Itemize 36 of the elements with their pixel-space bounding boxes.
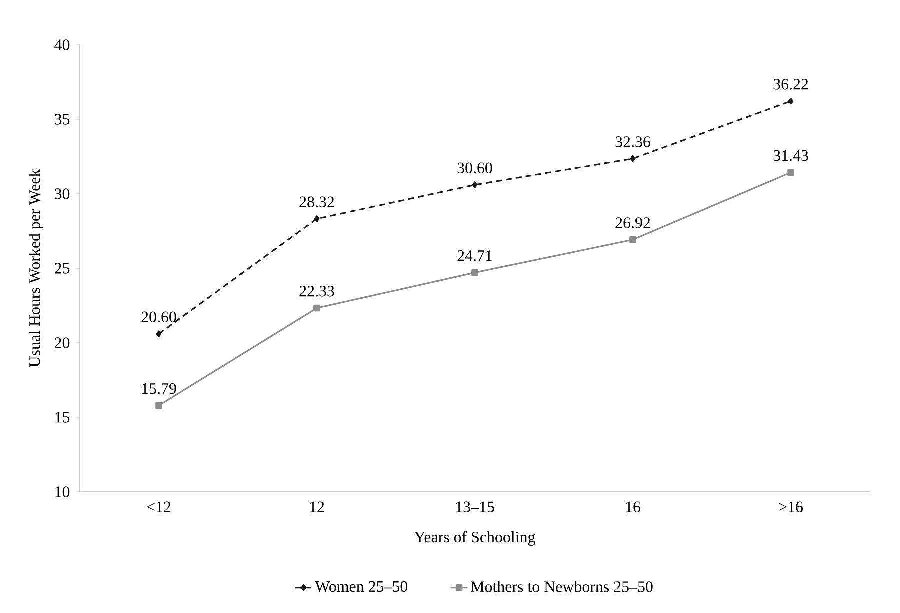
y-tick-label: 20 (55, 338, 70, 348)
data-label: 26.92 (616, 218, 650, 228)
point (472, 269, 478, 276)
data-label: 30.60 (458, 162, 492, 174)
y-tick-label: 40 (54, 40, 70, 50)
x-tick-label: <12 (147, 502, 171, 512)
legend-label: Mothers to Newborns 25–50 (471, 581, 653, 592)
data-label: 20.60 (142, 312, 176, 323)
data-label: 15.79 (142, 383, 176, 394)
x-axis-title: Years of Schooling (414, 531, 536, 546)
point (156, 402, 162, 410)
data-label: 31.43 (774, 150, 808, 162)
x-tick-label: 13–15 (456, 502, 494, 512)
point (472, 182, 478, 188)
x-tick-label: >16 (779, 502, 804, 512)
y-tick-label: 30 (55, 188, 70, 200)
point (630, 236, 636, 244)
data-label: 32.36 (616, 136, 650, 148)
y-tick-label: 15 (56, 412, 70, 423)
y-axis-title: Usual Hours Worked per Week (29, 169, 44, 368)
point (788, 98, 794, 105)
data-label: 28.32 (300, 196, 334, 208)
point (314, 304, 320, 312)
data-label: 22.33 (300, 286, 334, 297)
point (630, 155, 636, 162)
legend-label: Women 25–50 (315, 581, 408, 592)
data-label: 24.71 (458, 250, 492, 262)
x-tick-label: 12 (310, 502, 324, 512)
y-tick-label: 25 (55, 263, 70, 274)
point (788, 169, 794, 176)
y-tick-label: 10 (56, 486, 70, 498)
x-tick-label: 16 (626, 502, 641, 512)
point (156, 330, 162, 338)
data-label: 36.22 (774, 79, 808, 90)
y-tick-label: 35 (55, 114, 70, 125)
point (314, 216, 320, 222)
